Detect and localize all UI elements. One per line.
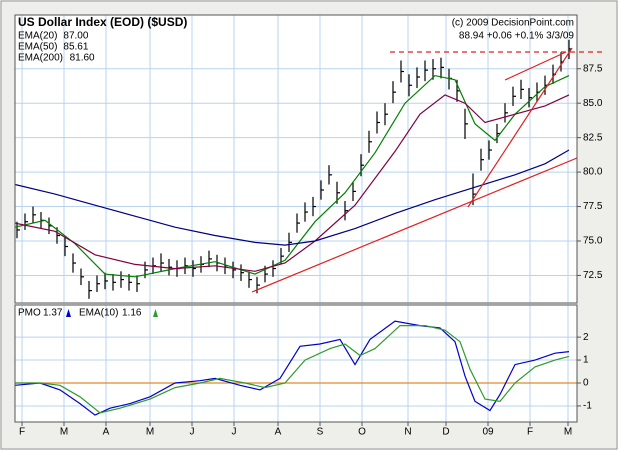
- legend-value: 1.16: [122, 308, 142, 319]
- y-tick-label: 2: [583, 332, 589, 343]
- line: [14, 149, 570, 246]
- legend-value: 81.60: [70, 53, 95, 64]
- y-tick-label: -1: [583, 401, 592, 412]
- legend-value: 85.61: [63, 42, 88, 53]
- x-tick-label: F: [19, 427, 25, 438]
- y-tick-label: 72.5: [583, 270, 603, 281]
- y-tick-label: 75.0: [583, 236, 603, 247]
- x-tick-label: A: [103, 427, 110, 438]
- legend-value: 1.37: [43, 308, 63, 319]
- legend-name: EMA(200): [18, 53, 63, 64]
- x-tick-label: S: [317, 427, 324, 438]
- price-panel: [15, 15, 577, 303]
- pmo-border: [14, 304, 578, 423]
- x-tick-label: 09: [482, 427, 494, 438]
- y-tick-label: 80.0: [583, 167, 603, 178]
- x-tick-label: M: [564, 427, 572, 438]
- line: [14, 94, 570, 272]
- legend-value: 87.00: [63, 31, 88, 42]
- pmo-panel: [15, 305, 577, 422]
- x-tick-label: F: [527, 427, 533, 438]
- price-border: [14, 14, 578, 304]
- y-tick-label: 0: [583, 378, 589, 389]
- line: [14, 74, 570, 278]
- x-tick-label: J: [232, 427, 237, 438]
- line: [14, 320, 570, 416]
- trend-lines: [251, 47, 605, 293]
- x-tick-label: J: [190, 427, 195, 438]
- pmo-legend: PMO 1.37 EMA(10) 1.16: [18, 308, 158, 319]
- trend-line: [251, 157, 578, 293]
- quote: 88.94 +0.06 +0.1% 3/3/09: [459, 31, 575, 42]
- y-tick-label: 77.5: [583, 201, 603, 212]
- up-arrow: [153, 309, 158, 317]
- legend-name: EMA(20): [18, 31, 57, 42]
- y-tick-label: 1: [583, 355, 589, 366]
- y-tick-label: 85.0: [583, 98, 603, 109]
- x-tick-label: A: [275, 427, 282, 438]
- legend-name: PMO: [18, 308, 41, 319]
- legend-name: EMA(10): [79, 308, 118, 319]
- source: (c) 2009 DecisionPoint.com: [452, 18, 574, 29]
- y-tick-label: 87.5: [583, 63, 603, 74]
- legend-name: EMA(50): [18, 42, 57, 53]
- plot-layer: [14, 15, 581, 426]
- x-tick-label: N: [404, 427, 411, 438]
- x-tick-label: M: [146, 427, 154, 438]
- y-tick-label: 82.5: [583, 132, 603, 143]
- up-arrow: [66, 309, 71, 317]
- line: [15, 325, 570, 414]
- x-tick-label: D: [442, 427, 449, 438]
- trend-line: [467, 47, 573, 208]
- x-tick-label: M: [60, 427, 68, 438]
- trend-line: [504, 51, 567, 81]
- x-tick-label: O: [358, 427, 366, 438]
- chart-title: US Dollar Index (EOD) ($USD): [18, 15, 187, 29]
